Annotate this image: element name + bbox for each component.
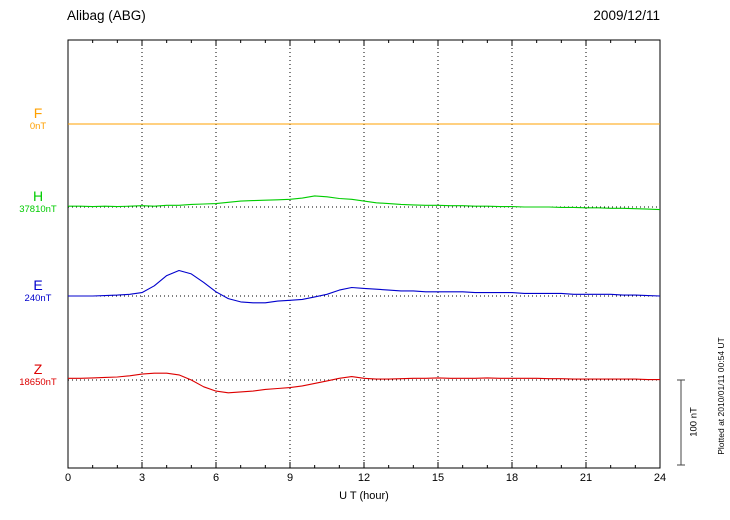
- x-tick-label-3: 3: [138, 472, 146, 484]
- x-tick-label-18: 18: [505, 472, 519, 484]
- component-label-F: F 0nT: [8, 105, 68, 133]
- component-baseline-H: 37810nT: [19, 204, 57, 215]
- station-title: Alibag (ABG): [67, 8, 146, 23]
- x-axis-title: U T (hour): [339, 490, 389, 502]
- component-letter-E: E: [33, 277, 43, 293]
- x-tick-label-6: 6: [212, 472, 220, 484]
- component-letter-F: F: [33, 105, 43, 121]
- trace-H: [68, 195, 661, 211]
- component-baseline-F: 0nT: [29, 121, 47, 132]
- component-baseline-Z: 18650nT: [19, 377, 57, 388]
- date-label: 2009/12/11: [593, 8, 660, 23]
- x-tick-label-21: 21: [579, 472, 593, 484]
- component-baseline-E: 240nT: [24, 293, 52, 304]
- x-tick-label-9: 9: [286, 472, 294, 484]
- trace-E: [68, 269, 661, 304]
- component-label-E: E 240nT: [8, 277, 68, 305]
- x-tick-label-15: 15: [431, 472, 445, 484]
- scale-bar-label: 100 nT: [688, 407, 700, 437]
- component-label-Z: Z 18650nT: [8, 361, 68, 389]
- component-label-H: H 37810nT: [8, 188, 68, 216]
- component-letter-Z: Z: [33, 361, 43, 377]
- x-tick-label-24: 24: [653, 472, 667, 484]
- plotted-at-note: Plotted at 2010/01/11 00:54 UT: [716, 337, 726, 455]
- trace-Z: [68, 372, 660, 394]
- component-letter-H: H: [32, 188, 44, 204]
- x-tick-label-0: 0: [64, 472, 72, 484]
- x-tick-label-12: 12: [357, 472, 371, 484]
